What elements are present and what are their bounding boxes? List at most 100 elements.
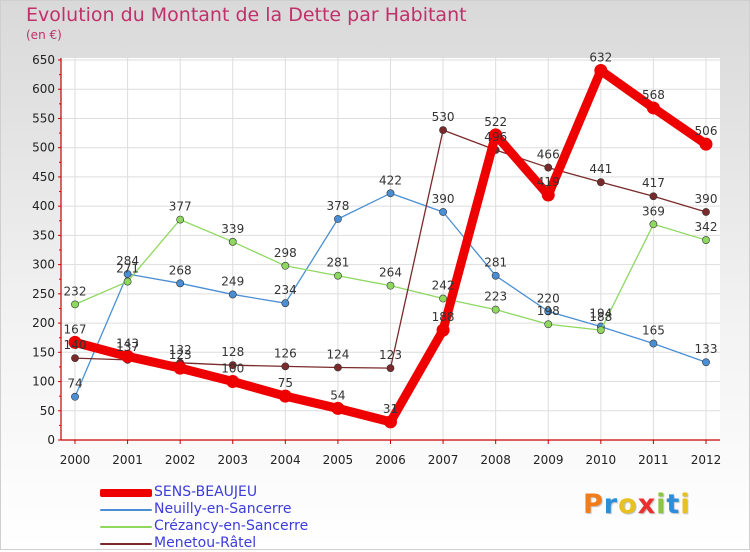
- series-point-2: [176, 215, 185, 224]
- legend-swatch: [100, 543, 152, 545]
- data-label-2: 281: [326, 256, 349, 270]
- series-point-0: [384, 415, 397, 429]
- legend-label: SENS-BEAUJEU: [154, 484, 258, 500]
- series-point-1: [123, 270, 132, 278]
- series-point-0: [699, 137, 713, 151]
- data-label-1: 422: [379, 173, 402, 187]
- series-point-1: [702, 358, 710, 367]
- series-point-3: [702, 208, 710, 216]
- data-label-3: 466: [537, 148, 560, 162]
- data-label-2: 264: [379, 266, 402, 280]
- y-tick-label: 50: [40, 404, 55, 418]
- y-tick-label: 400: [32, 199, 55, 213]
- series-point-2: [491, 305, 500, 314]
- series-point-2: [439, 294, 447, 303]
- series-point-2: [649, 220, 658, 229]
- y-tick-label: 600: [32, 82, 55, 96]
- series-point-0: [121, 349, 135, 363]
- data-label-1: 234: [274, 283, 297, 297]
- data-label-0: 568: [642, 88, 665, 102]
- data-label-2: 339: [221, 222, 244, 236]
- series-point-1: [386, 189, 395, 198]
- data-label-1: 165: [642, 324, 665, 338]
- y-tick-label: 450: [32, 170, 55, 184]
- series-point-0: [594, 64, 608, 78]
- data-label-1: 220: [537, 291, 560, 305]
- logo-letter: i: [656, 489, 667, 520]
- series-point-1: [228, 290, 237, 299]
- data-label-2: 188: [589, 310, 612, 324]
- logo-letter: x: [637, 489, 657, 520]
- x-tick-label: 2005: [323, 453, 354, 467]
- data-label-0: 167: [64, 322, 87, 336]
- y-tick-label: 500: [32, 141, 55, 155]
- x-tick-label: 2001: [112, 453, 143, 467]
- series-point-0: [278, 389, 292, 403]
- x-tick-label: 2002: [165, 453, 196, 467]
- series-point-1: [334, 215, 342, 223]
- series-point-0: [541, 188, 555, 202]
- x-tick-label: 2006: [375, 453, 406, 467]
- legend-item: SENS-BEAUJEU: [100, 484, 360, 501]
- data-label-2: 232: [64, 284, 87, 298]
- data-label-1: 284: [116, 254, 139, 268]
- series-point-3: [228, 361, 237, 370]
- data-label-1: 194: [589, 307, 612, 321]
- data-label-2: 369: [642, 204, 665, 218]
- legend-swatch: [100, 489, 152, 497]
- series-point-2: [123, 277, 132, 286]
- legend-label: Crézancy-en-Sancerre: [154, 518, 309, 534]
- chart-title: Evolution du Montant de la Dette par Hab…: [26, 4, 467, 26]
- chart-subtitle: (en €): [26, 28, 62, 42]
- proxiti-logo: Proxiti: [583, 489, 691, 520]
- data-label-3: 123: [379, 348, 402, 362]
- data-label-3: 124: [326, 348, 349, 362]
- series-point-2: [544, 320, 553, 329]
- series-point-1: [176, 279, 185, 288]
- data-label-2: 271: [116, 262, 139, 276]
- data-label-1: 74: [67, 377, 82, 391]
- legend-item: Crézancy-en-Sancerre: [100, 518, 360, 535]
- y-tick-label: 650: [32, 53, 55, 67]
- x-tick-label: 2008: [480, 453, 511, 467]
- y-tick-label: 300: [32, 258, 55, 272]
- series-point-0: [331, 401, 345, 415]
- y-tick-label: 350: [32, 228, 55, 242]
- data-label-3: 417: [642, 176, 665, 190]
- x-tick-label: 2007: [428, 453, 459, 467]
- legend-item: Neuilly-en-Sancerre: [100, 501, 360, 518]
- y-tick-label: 150: [32, 345, 55, 359]
- x-tick-label: 2004: [270, 453, 301, 467]
- data-label-0: 100: [221, 362, 244, 376]
- series-point-3: [71, 354, 79, 363]
- series-point-0: [489, 128, 503, 142]
- series-point-0: [436, 323, 450, 337]
- data-label-2: 198: [537, 304, 560, 318]
- data-label-2: 223: [484, 290, 507, 304]
- x-tick-label: 2011: [638, 453, 669, 467]
- data-label-2: 377: [169, 200, 192, 214]
- logo-letter: r: [603, 489, 619, 520]
- x-tick-label: 2009: [533, 453, 564, 467]
- data-label-1: 249: [221, 274, 244, 288]
- legend-swatch: [100, 509, 152, 511]
- legend-label: Neuilly-en-Sancerre: [154, 501, 292, 517]
- y-tick-label: 550: [32, 111, 55, 125]
- series-point-2: [228, 237, 237, 246]
- logo-letter: i: [680, 489, 691, 520]
- data-label-2: 342: [695, 220, 718, 234]
- data-label-1: 268: [169, 263, 192, 277]
- logo-letter: t: [666, 489, 681, 520]
- x-tick-label: 2010: [586, 453, 617, 467]
- data-label-3: 441: [589, 162, 612, 176]
- data-label-0: 54: [330, 388, 345, 402]
- x-tick-label: 2003: [217, 453, 248, 467]
- series-point-0: [226, 375, 240, 389]
- series-point-2: [281, 261, 290, 270]
- y-tick-label: 200: [32, 316, 55, 330]
- data-label-3: 126: [274, 346, 297, 360]
- series-point-3: [649, 192, 658, 201]
- x-tick-label: 2012: [691, 453, 722, 467]
- legend: SENS-BEAUJEU Neuilly-en-Sancerre Crézancy-…: [100, 484, 360, 552]
